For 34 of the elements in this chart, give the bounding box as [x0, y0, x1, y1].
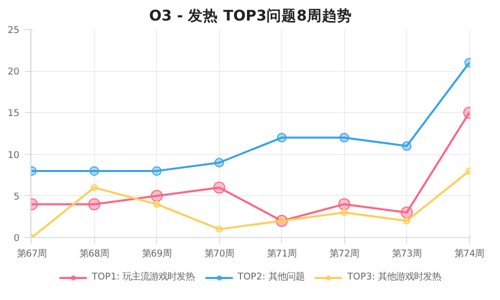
point — [88, 198, 100, 210]
point — [214, 158, 224, 168]
chart-title: O3 - 发热 TOP3问题8周趋势 — [149, 8, 352, 24]
y-tick-label: 0 — [14, 233, 20, 244]
x-tick-label: 第72周 — [329, 248, 360, 260]
y-tick-label: 15 — [8, 108, 20, 120]
legend-label: TOP3: 其他游戏时发热 — [347, 270, 442, 284]
point — [216, 226, 223, 233]
y-tick-label: 25 — [8, 25, 20, 36]
x-tick-label: 第70周 — [204, 248, 234, 260]
point — [152, 166, 162, 176]
point — [90, 166, 99, 176]
point — [340, 209, 348, 216]
y-tick-label: 5 — [14, 191, 20, 202]
x-tick-label: 第71周 — [266, 248, 297, 260]
point — [403, 217, 410, 224]
x-tick-label: 第67周 — [16, 248, 47, 260]
legend-label: TOP1: 玩主流游戏时发热 — [92, 270, 195, 284]
point — [150, 190, 163, 202]
point — [340, 132, 349, 142]
point — [338, 198, 350, 210]
x-tick-label: 第73周 — [392, 248, 422, 260]
y-tick-label: 20 — [8, 66, 20, 78]
point — [402, 141, 412, 151]
point — [153, 200, 160, 208]
point — [213, 182, 226, 194]
y-tick-label: 10 — [8, 150, 20, 161]
point — [90, 184, 98, 192]
x-tick-label: 第68周 — [79, 248, 110, 260]
point — [400, 206, 413, 219]
x-tick-label: 第74周 — [454, 248, 484, 260]
legend-label: TOP2: 其他问题 — [238, 270, 304, 284]
x-tick-label: 第69周 — [142, 248, 172, 260]
point — [277, 132, 286, 142]
